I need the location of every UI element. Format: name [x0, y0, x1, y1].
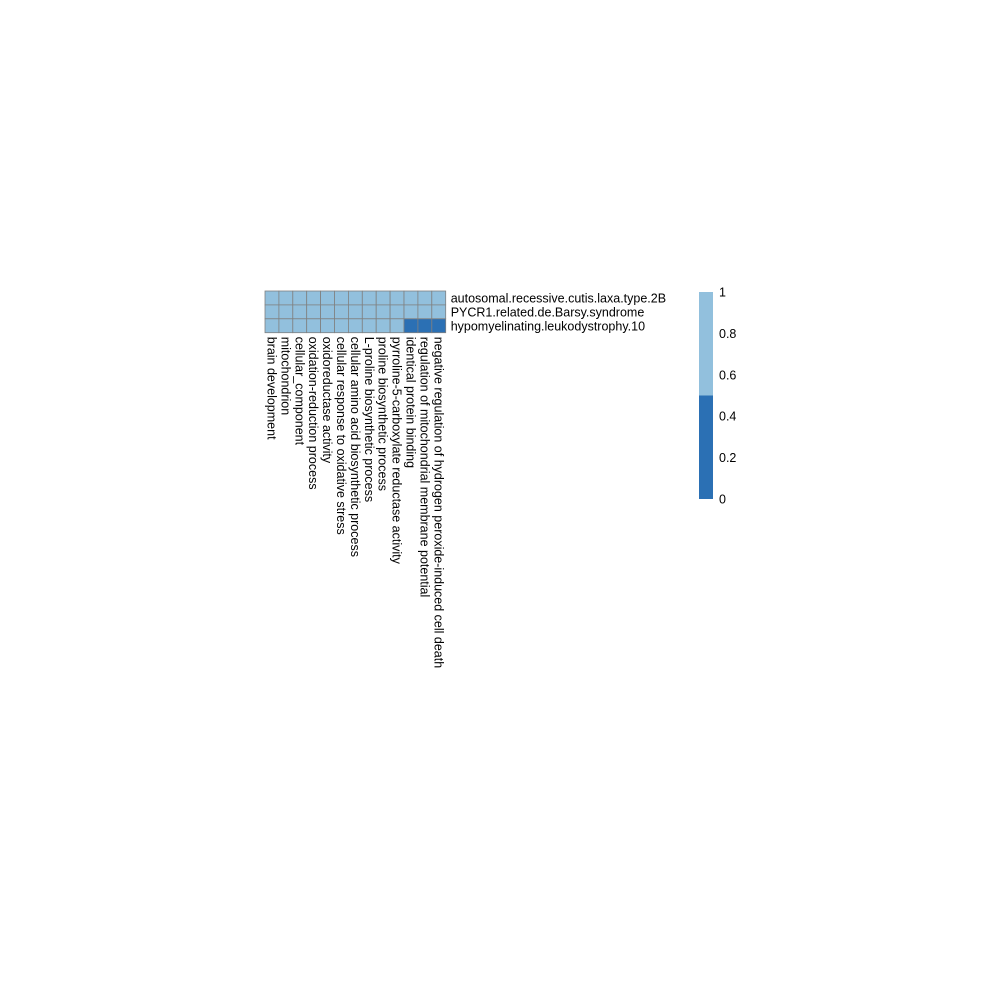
heatmap-cell	[403, 318, 419, 334]
heatmap-cell	[375, 304, 391, 320]
heatmap-cell	[375, 318, 391, 334]
heatmap-cell	[375, 290, 391, 306]
legend-tick-label: 0.2	[719, 451, 736, 465]
column-label: oxidoreductase activity	[320, 337, 334, 464]
heatmap-cell	[431, 290, 447, 306]
legend-tick-label: 0.4	[719, 410, 736, 424]
heatmap-cell	[320, 304, 335, 320]
heatmap-cell	[347, 318, 363, 334]
heatmap-cell	[292, 290, 308, 306]
column-label: regulation of mitochondrial membrane pot…	[417, 337, 431, 598]
column-label: negative regulation of hydrogen peroxide…	[431, 337, 445, 669]
legend-tick-label: 0.6	[719, 368, 736, 382]
legend-tick-label: 0.8	[719, 327, 736, 341]
heatmap-cell	[292, 304, 308, 320]
row-label: hypomyelinating.leukodystrophy.10	[451, 319, 645, 333]
heatmap-cell	[389, 290, 405, 306]
column-label: cellular amino acid biosynthetic process	[348, 337, 362, 557]
column-label: proline biosynthetic process	[376, 337, 390, 491]
column-label: brain development	[264, 337, 278, 440]
column-label: identical protein binding	[403, 337, 417, 468]
heatmap-cell	[306, 290, 322, 306]
heatmap-cell	[278, 290, 294, 306]
heatmap-cell	[431, 304, 447, 320]
heatmap-cell	[264, 290, 280, 306]
heatmap-cell	[320, 318, 335, 334]
column-label: cellular_component	[292, 337, 306, 446]
column-label: oxidation-reduction process	[306, 337, 320, 490]
legend-color-block	[699, 292, 713, 396]
heatmap-cell	[347, 304, 363, 320]
heatmap-cell	[417, 304, 433, 320]
heatmap-cell	[361, 290, 377, 306]
heatmap-cell	[347, 290, 363, 306]
heatmap-cell	[264, 318, 280, 334]
legend-color-block	[699, 395, 713, 499]
legend-tick-label: 0	[719, 493, 726, 507]
column-label: mitochondrion	[278, 337, 292, 416]
column-label: L-proline biosynthetic process	[362, 337, 376, 502]
heatmap-cell	[417, 290, 433, 306]
heatmap-cell	[278, 304, 294, 320]
heatmap-cell	[306, 318, 322, 334]
heatmap-cell	[334, 290, 349, 306]
heatmap-cell	[361, 304, 377, 320]
heatmap-cell	[320, 290, 335, 306]
heatmap-cell	[306, 304, 322, 320]
heatmap-cell	[334, 304, 349, 320]
heatmap-cell	[403, 290, 419, 306]
row-label: PYCR1.related.de.Barsy.syndrome	[451, 305, 645, 319]
heatmap-cell	[431, 318, 447, 334]
legend-tick-label: 1	[719, 286, 726, 300]
heatmap-cell	[403, 304, 419, 320]
row-label: autosomal.recessive.cutis.laxa.type.2B	[451, 291, 666, 305]
heatmap-cell	[264, 304, 280, 320]
heatmap-cell	[417, 318, 433, 334]
column-label: cellular response to oxidative stress	[334, 337, 348, 535]
heatmap-cell	[334, 318, 349, 334]
heatmap-cell	[292, 318, 308, 334]
heatmap-cell	[278, 318, 294, 334]
heatmap-cell	[389, 304, 405, 320]
heatmap-cell	[389, 318, 405, 334]
column-label: pyrroline-5-carboxylate reductase activi…	[390, 337, 404, 565]
heatmap-cell	[361, 318, 377, 334]
